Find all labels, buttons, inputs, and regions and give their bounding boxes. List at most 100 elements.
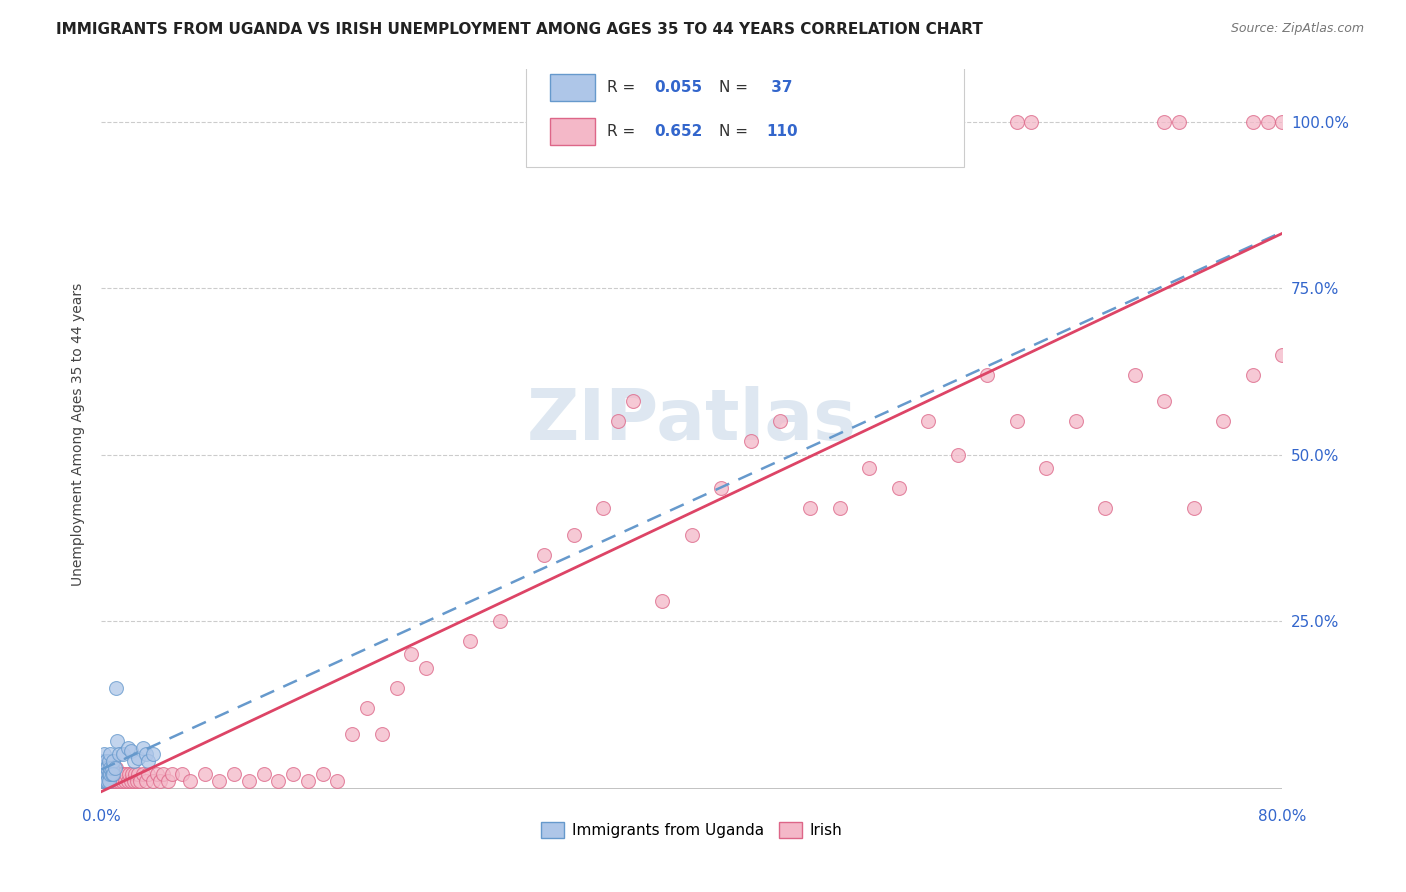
Point [1182,500,1205,515]
Point [946,448,969,462]
Point [156,773,179,788]
Point [917,414,939,428]
Point [562,527,585,541]
Point [131,767,153,781]
Point [592,500,614,515]
Point [312,767,335,781]
Text: 37: 37 [766,80,793,95]
Point [769,414,792,428]
Point [91,773,114,788]
Point [96,767,118,781]
Point [621,394,644,409]
Text: 0.652: 0.652 [654,124,703,139]
Point [93,773,115,788]
Point [326,773,349,788]
Point [651,594,673,608]
Point [134,773,156,788]
Point [125,773,148,788]
Point [96,761,118,775]
Point [103,767,125,781]
Point [1241,368,1264,382]
Point [194,767,217,781]
Text: Source: ZipAtlas.com: Source: ZipAtlas.com [1230,22,1364,36]
Point [108,773,131,788]
Point [138,767,160,781]
Point [253,767,276,781]
Point [107,734,129,748]
Point [107,767,129,781]
Point [94,767,117,781]
Point [342,727,364,741]
Point [142,773,165,788]
Text: R =: R = [607,80,640,95]
Legend: Immigrants from Uganda, Irish: Immigrants from Uganda, Irish [536,816,849,845]
Point [112,747,135,762]
FancyBboxPatch shape [550,74,595,102]
Point [93,747,115,762]
Point [101,767,124,781]
Point [124,767,146,781]
Point [1271,348,1294,362]
Point [93,773,115,788]
Point [1168,115,1191,129]
Point [121,767,143,781]
Point [224,767,246,781]
Point [100,767,122,781]
Point [127,767,149,781]
Point [104,773,127,788]
Point [710,481,733,495]
Point [100,767,122,781]
Point [160,767,183,781]
Point [283,767,305,781]
Point [1212,414,1234,428]
Point [1123,368,1146,382]
Point [1005,414,1028,428]
Point [356,700,378,714]
Point [592,115,614,129]
Point [122,773,145,788]
Point [98,773,121,788]
Point [120,744,142,758]
Point [103,773,125,788]
Text: ZIPatlas: ZIPatlas [527,385,856,455]
Point [97,773,120,788]
Point [94,761,117,775]
Point [976,368,998,382]
Text: IMMIGRANTS FROM UGANDA VS IRISH UNEMPLOYMENT AMONG AGES 35 TO 44 YEARS CORRELATI: IMMIGRANTS FROM UGANDA VS IRISH UNEMPLOY… [56,22,983,37]
Point [93,761,115,775]
Point [115,767,138,781]
Point [858,461,880,475]
Point [238,773,260,788]
Point [371,727,394,741]
Point [98,747,121,762]
Point [114,773,136,788]
Point [117,740,139,755]
Point [98,767,121,781]
Point [98,767,121,781]
Point [607,414,630,428]
Point [887,481,910,495]
Point [152,767,174,781]
Text: 0.055: 0.055 [654,80,702,95]
Point [401,648,423,662]
Text: N =: N = [718,80,752,95]
Point [297,773,319,788]
Point [112,767,135,781]
Point [103,761,125,775]
Point [94,773,117,788]
Point [94,773,117,788]
Point [740,434,762,449]
Point [98,761,121,775]
Point [93,767,115,781]
Point [138,754,160,768]
Point [1257,115,1279,129]
Point [104,681,127,695]
Point [96,761,118,775]
Point [104,761,127,775]
Point [97,773,120,788]
Text: R =: R = [607,124,640,139]
Point [117,773,139,788]
Point [142,747,165,762]
Point [100,761,122,775]
Point [94,754,117,768]
